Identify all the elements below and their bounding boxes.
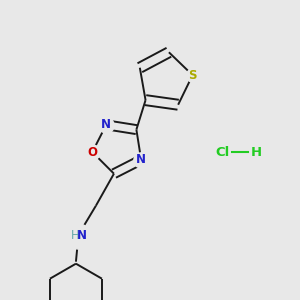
Text: O: O bbox=[87, 146, 97, 159]
Text: H: H bbox=[70, 229, 79, 242]
Text: N: N bbox=[77, 229, 87, 242]
Text: Cl: Cl bbox=[215, 146, 229, 158]
Text: H: H bbox=[250, 146, 262, 158]
Text: N: N bbox=[101, 118, 111, 131]
Text: S: S bbox=[188, 69, 197, 82]
Text: N: N bbox=[136, 153, 146, 166]
